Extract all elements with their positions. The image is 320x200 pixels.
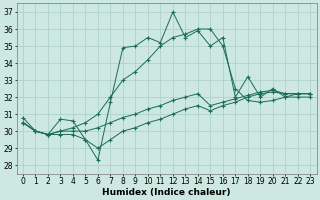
X-axis label: Humidex (Indice chaleur): Humidex (Indice chaleur) — [102, 188, 231, 197]
